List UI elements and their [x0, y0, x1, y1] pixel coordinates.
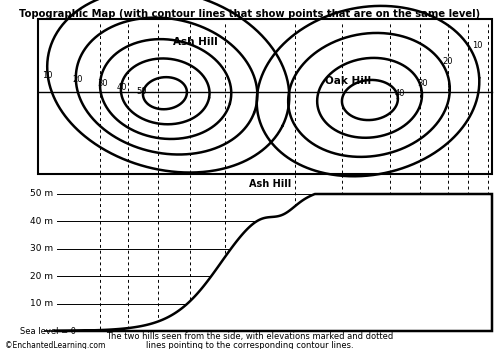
Bar [38, 19, 492, 174]
Text: 50 m: 50 m [30, 190, 53, 199]
Text: 30: 30 [98, 80, 108, 89]
Text: Oak Hill: Oak Hill [358, 194, 402, 204]
Text: 20 m: 20 m [30, 272, 53, 281]
Text: 20: 20 [72, 75, 83, 84]
Text: 40: 40 [116, 83, 127, 92]
Text: Sea level = 0: Sea level = 0 [20, 327, 76, 335]
Text: 10: 10 [42, 72, 53, 81]
Text: 30 m: 30 m [30, 244, 53, 253]
Text: 20: 20 [442, 57, 452, 66]
Polygon shape [55, 194, 492, 331]
Text: Topographic Map (with contour lines that show points that are on the same level): Topographic Map (with contour lines that… [20, 9, 480, 19]
Text: The two hills seen from the side, with elevations marked and dotted: The two hills seen from the side, with e… [106, 333, 394, 342]
Text: 40: 40 [395, 89, 406, 97]
Text: Ash Hill: Ash Hill [249, 179, 291, 189]
Text: 10: 10 [472, 42, 482, 51]
Text: 40 m: 40 m [30, 217, 53, 226]
Text: lines pointing to the corresponding contour lines.: lines pointing to the corresponding cont… [146, 341, 354, 349]
Text: Ash Hill: Ash Hill [172, 37, 218, 47]
Text: Oak Hill: Oak Hill [325, 76, 371, 86]
Text: 50: 50 [136, 87, 147, 96]
Text: 10 m: 10 m [30, 299, 53, 308]
Text: ©EnchantedLearning.com: ©EnchantedLearning.com [5, 341, 105, 349]
Text: 30: 30 [417, 79, 428, 88]
